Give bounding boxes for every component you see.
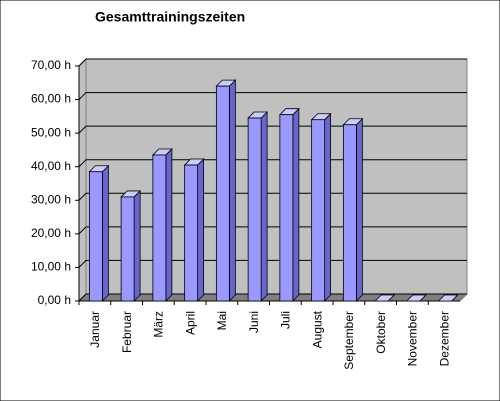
grid-line <box>78 192 467 201</box>
bar-top <box>437 294 459 302</box>
x-tick-label: Dezember <box>437 311 451 366</box>
grid-line <box>78 159 467 168</box>
y-tick-label: 10,00 h <box>31 260 71 274</box>
x-tick-label: November <box>406 311 420 366</box>
bar-side <box>324 112 332 302</box>
bar <box>247 117 262 302</box>
x-tick-label: Juli <box>279 311 293 329</box>
back-wall <box>85 58 468 295</box>
bar-side <box>101 164 109 302</box>
x-tick-label: April <box>183 311 197 335</box>
bar <box>311 119 326 302</box>
y-tick-label: 50,00 h <box>31 125 71 139</box>
x-tick-label: Februar <box>120 311 134 353</box>
bar <box>279 114 294 302</box>
grid-line <box>78 58 467 67</box>
grid-line <box>78 92 467 100</box>
chart-title: Gesamttrainingszeiten <box>95 9 245 25</box>
bar <box>88 171 103 302</box>
bar-side <box>260 111 268 302</box>
bar <box>342 124 357 302</box>
y-tick-label: 70,00 h <box>31 58 71 72</box>
grid-line <box>78 259 467 268</box>
y-tick-label: 30,00 h <box>31 192 71 206</box>
bar-side <box>228 79 236 302</box>
x-tick-label: Januar <box>88 311 102 348</box>
y-tick-label: 0,00 h <box>38 293 71 307</box>
y-tick-label: 40,00 h <box>31 159 71 173</box>
x-tick-label: August <box>310 310 324 348</box>
grid-line <box>78 226 467 235</box>
bar <box>215 85 230 302</box>
y-tick-label: 20,00 h <box>31 226 71 240</box>
bar-top <box>374 294 396 302</box>
bar-side <box>165 147 173 302</box>
x-tick-label: Oktober <box>374 311 388 354</box>
bar <box>184 164 199 302</box>
grid-line <box>78 125 467 134</box>
bar-side <box>197 158 205 302</box>
x-tick-label: Mai <box>215 311 229 330</box>
x-tick-label: Juni <box>247 311 261 333</box>
x-tick-label: September <box>342 311 356 370</box>
bar-side <box>355 117 363 302</box>
bar-top <box>405 294 427 302</box>
y-tick-label: 60,00 h <box>31 92 71 106</box>
grid-line <box>78 293 467 302</box>
bar <box>152 154 167 302</box>
bar-side <box>292 107 300 302</box>
bar-side <box>133 189 141 302</box>
side-wall <box>78 57 87 303</box>
bar <box>120 196 135 302</box>
x-tick-label: März <box>152 311 166 338</box>
